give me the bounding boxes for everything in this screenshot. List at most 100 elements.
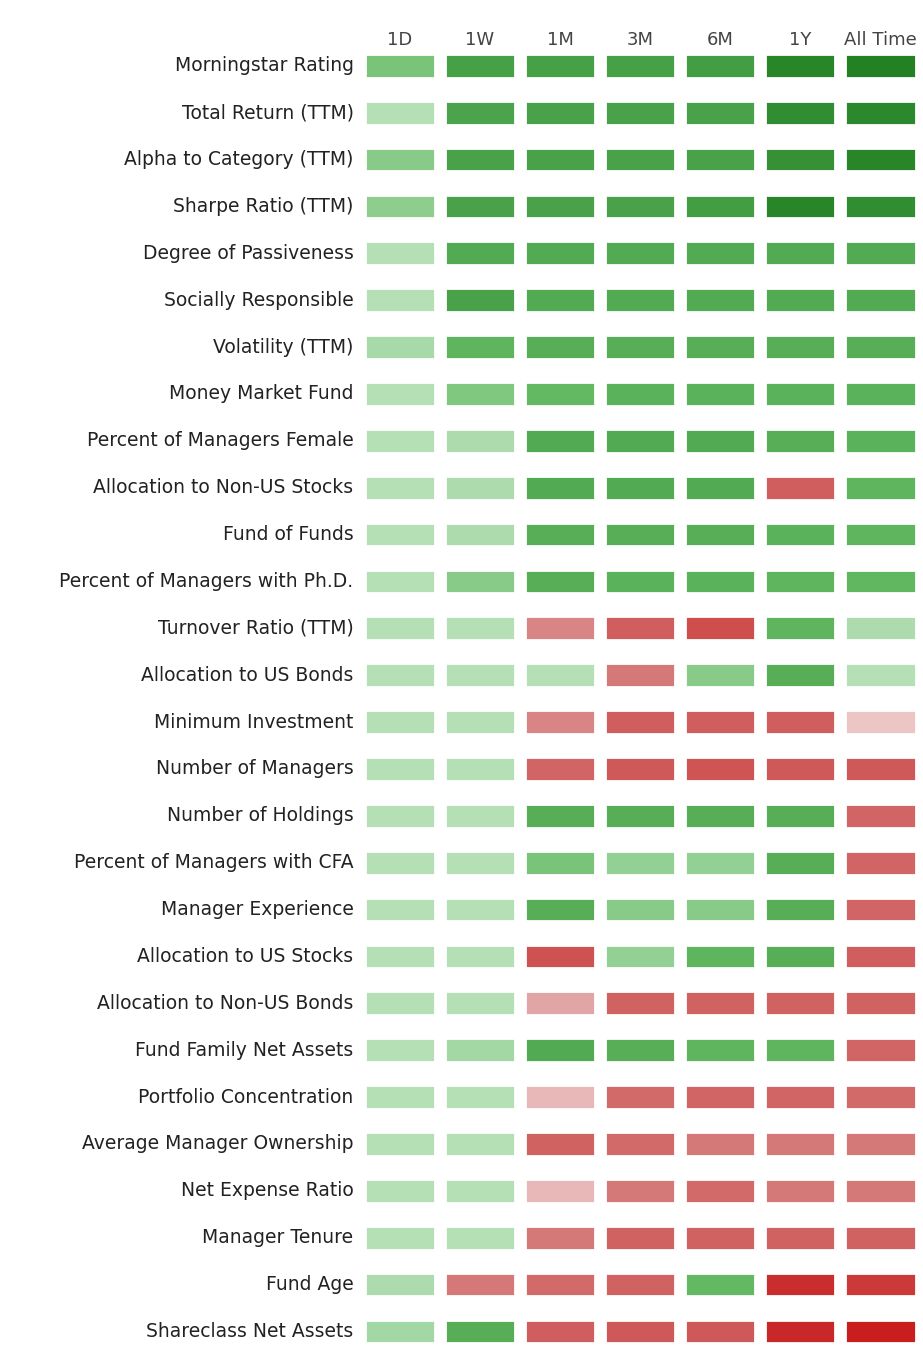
FancyBboxPatch shape	[525, 194, 595, 219]
FancyBboxPatch shape	[445, 147, 515, 171]
FancyBboxPatch shape	[525, 898, 595, 922]
FancyBboxPatch shape	[365, 242, 435, 265]
Text: 1M: 1M	[546, 31, 573, 49]
FancyBboxPatch shape	[445, 1038, 515, 1062]
FancyBboxPatch shape	[525, 429, 595, 452]
FancyBboxPatch shape	[605, 242, 676, 265]
Text: Allocation to Non-US Stocks: Allocation to Non-US Stocks	[93, 478, 354, 497]
FancyBboxPatch shape	[445, 850, 515, 875]
FancyBboxPatch shape	[365, 1133, 435, 1156]
FancyBboxPatch shape	[365, 850, 435, 875]
FancyBboxPatch shape	[445, 757, 515, 780]
Text: 1W: 1W	[465, 31, 495, 49]
FancyBboxPatch shape	[365, 1179, 435, 1203]
FancyBboxPatch shape	[685, 1273, 755, 1296]
FancyBboxPatch shape	[445, 617, 515, 640]
FancyBboxPatch shape	[765, 1085, 835, 1108]
FancyBboxPatch shape	[685, 147, 755, 171]
FancyBboxPatch shape	[685, 1038, 755, 1062]
FancyBboxPatch shape	[445, 991, 515, 1015]
FancyBboxPatch shape	[685, 710, 755, 734]
FancyBboxPatch shape	[845, 1085, 916, 1108]
FancyBboxPatch shape	[365, 475, 435, 500]
FancyBboxPatch shape	[845, 1273, 916, 1296]
FancyBboxPatch shape	[605, 1085, 676, 1108]
FancyBboxPatch shape	[525, 1319, 595, 1343]
FancyBboxPatch shape	[685, 522, 755, 547]
Text: Minimum Investment: Minimum Investment	[154, 713, 354, 732]
FancyBboxPatch shape	[365, 1226, 435, 1250]
FancyBboxPatch shape	[765, 289, 835, 312]
FancyBboxPatch shape	[525, 663, 595, 687]
FancyBboxPatch shape	[525, 570, 595, 593]
FancyBboxPatch shape	[845, 475, 916, 500]
FancyBboxPatch shape	[365, 945, 435, 968]
FancyBboxPatch shape	[685, 194, 755, 219]
FancyBboxPatch shape	[445, 242, 515, 265]
FancyBboxPatch shape	[765, 805, 835, 828]
Text: All Time: All Time	[845, 31, 917, 49]
Text: Percent of Managers Female: Percent of Managers Female	[87, 431, 354, 451]
FancyBboxPatch shape	[365, 570, 435, 593]
Text: Manager Experience: Manager Experience	[161, 900, 354, 919]
FancyBboxPatch shape	[365, 617, 435, 640]
FancyBboxPatch shape	[845, 757, 916, 780]
FancyBboxPatch shape	[525, 1085, 595, 1108]
Text: Fund Age: Fund Age	[266, 1274, 354, 1295]
FancyBboxPatch shape	[605, 570, 676, 593]
FancyBboxPatch shape	[445, 335, 515, 359]
FancyBboxPatch shape	[445, 522, 515, 547]
Text: Number of Managers: Number of Managers	[156, 760, 354, 779]
FancyBboxPatch shape	[365, 1038, 435, 1062]
FancyBboxPatch shape	[525, 1038, 595, 1062]
FancyBboxPatch shape	[685, 1226, 755, 1250]
FancyBboxPatch shape	[765, 147, 835, 171]
FancyBboxPatch shape	[605, 945, 676, 968]
Text: Allocation to Non-US Bonds: Allocation to Non-US Bonds	[97, 994, 354, 1012]
Text: 6M: 6M	[707, 31, 734, 49]
FancyBboxPatch shape	[765, 617, 835, 640]
FancyBboxPatch shape	[445, 570, 515, 593]
FancyBboxPatch shape	[525, 289, 595, 312]
FancyBboxPatch shape	[765, 991, 835, 1015]
Text: Degree of Passiveness: Degree of Passiveness	[143, 244, 354, 263]
FancyBboxPatch shape	[845, 945, 916, 968]
FancyBboxPatch shape	[365, 101, 435, 124]
FancyBboxPatch shape	[845, 1038, 916, 1062]
Text: Socially Responsible: Socially Responsible	[163, 290, 354, 309]
FancyBboxPatch shape	[605, 1319, 676, 1343]
FancyBboxPatch shape	[845, 429, 916, 452]
FancyBboxPatch shape	[605, 757, 676, 780]
FancyBboxPatch shape	[445, 382, 515, 406]
Text: Average Manager Ownership: Average Manager Ownership	[82, 1134, 354, 1153]
FancyBboxPatch shape	[685, 1319, 755, 1343]
FancyBboxPatch shape	[845, 617, 916, 640]
FancyBboxPatch shape	[525, 475, 595, 500]
FancyBboxPatch shape	[765, 475, 835, 500]
FancyBboxPatch shape	[845, 335, 916, 359]
FancyBboxPatch shape	[605, 991, 676, 1015]
FancyBboxPatch shape	[445, 54, 515, 78]
FancyBboxPatch shape	[525, 945, 595, 968]
FancyBboxPatch shape	[445, 1133, 515, 1156]
FancyBboxPatch shape	[765, 54, 835, 78]
FancyBboxPatch shape	[845, 991, 916, 1015]
Text: Allocation to US Stocks: Allocation to US Stocks	[138, 946, 354, 967]
FancyBboxPatch shape	[765, 1226, 835, 1250]
FancyBboxPatch shape	[525, 991, 595, 1015]
FancyBboxPatch shape	[845, 1319, 916, 1343]
FancyBboxPatch shape	[365, 382, 435, 406]
Text: Net Expense Ratio: Net Expense Ratio	[181, 1181, 354, 1200]
FancyBboxPatch shape	[445, 1319, 515, 1343]
FancyBboxPatch shape	[765, 382, 835, 406]
FancyBboxPatch shape	[765, 1273, 835, 1296]
Text: 1D: 1D	[387, 31, 413, 49]
FancyBboxPatch shape	[365, 1085, 435, 1108]
FancyBboxPatch shape	[685, 805, 755, 828]
FancyBboxPatch shape	[765, 1179, 835, 1203]
Text: Fund of Funds: Fund of Funds	[222, 525, 354, 544]
FancyBboxPatch shape	[765, 522, 835, 547]
FancyBboxPatch shape	[605, 522, 676, 547]
FancyBboxPatch shape	[845, 194, 916, 219]
FancyBboxPatch shape	[525, 147, 595, 171]
